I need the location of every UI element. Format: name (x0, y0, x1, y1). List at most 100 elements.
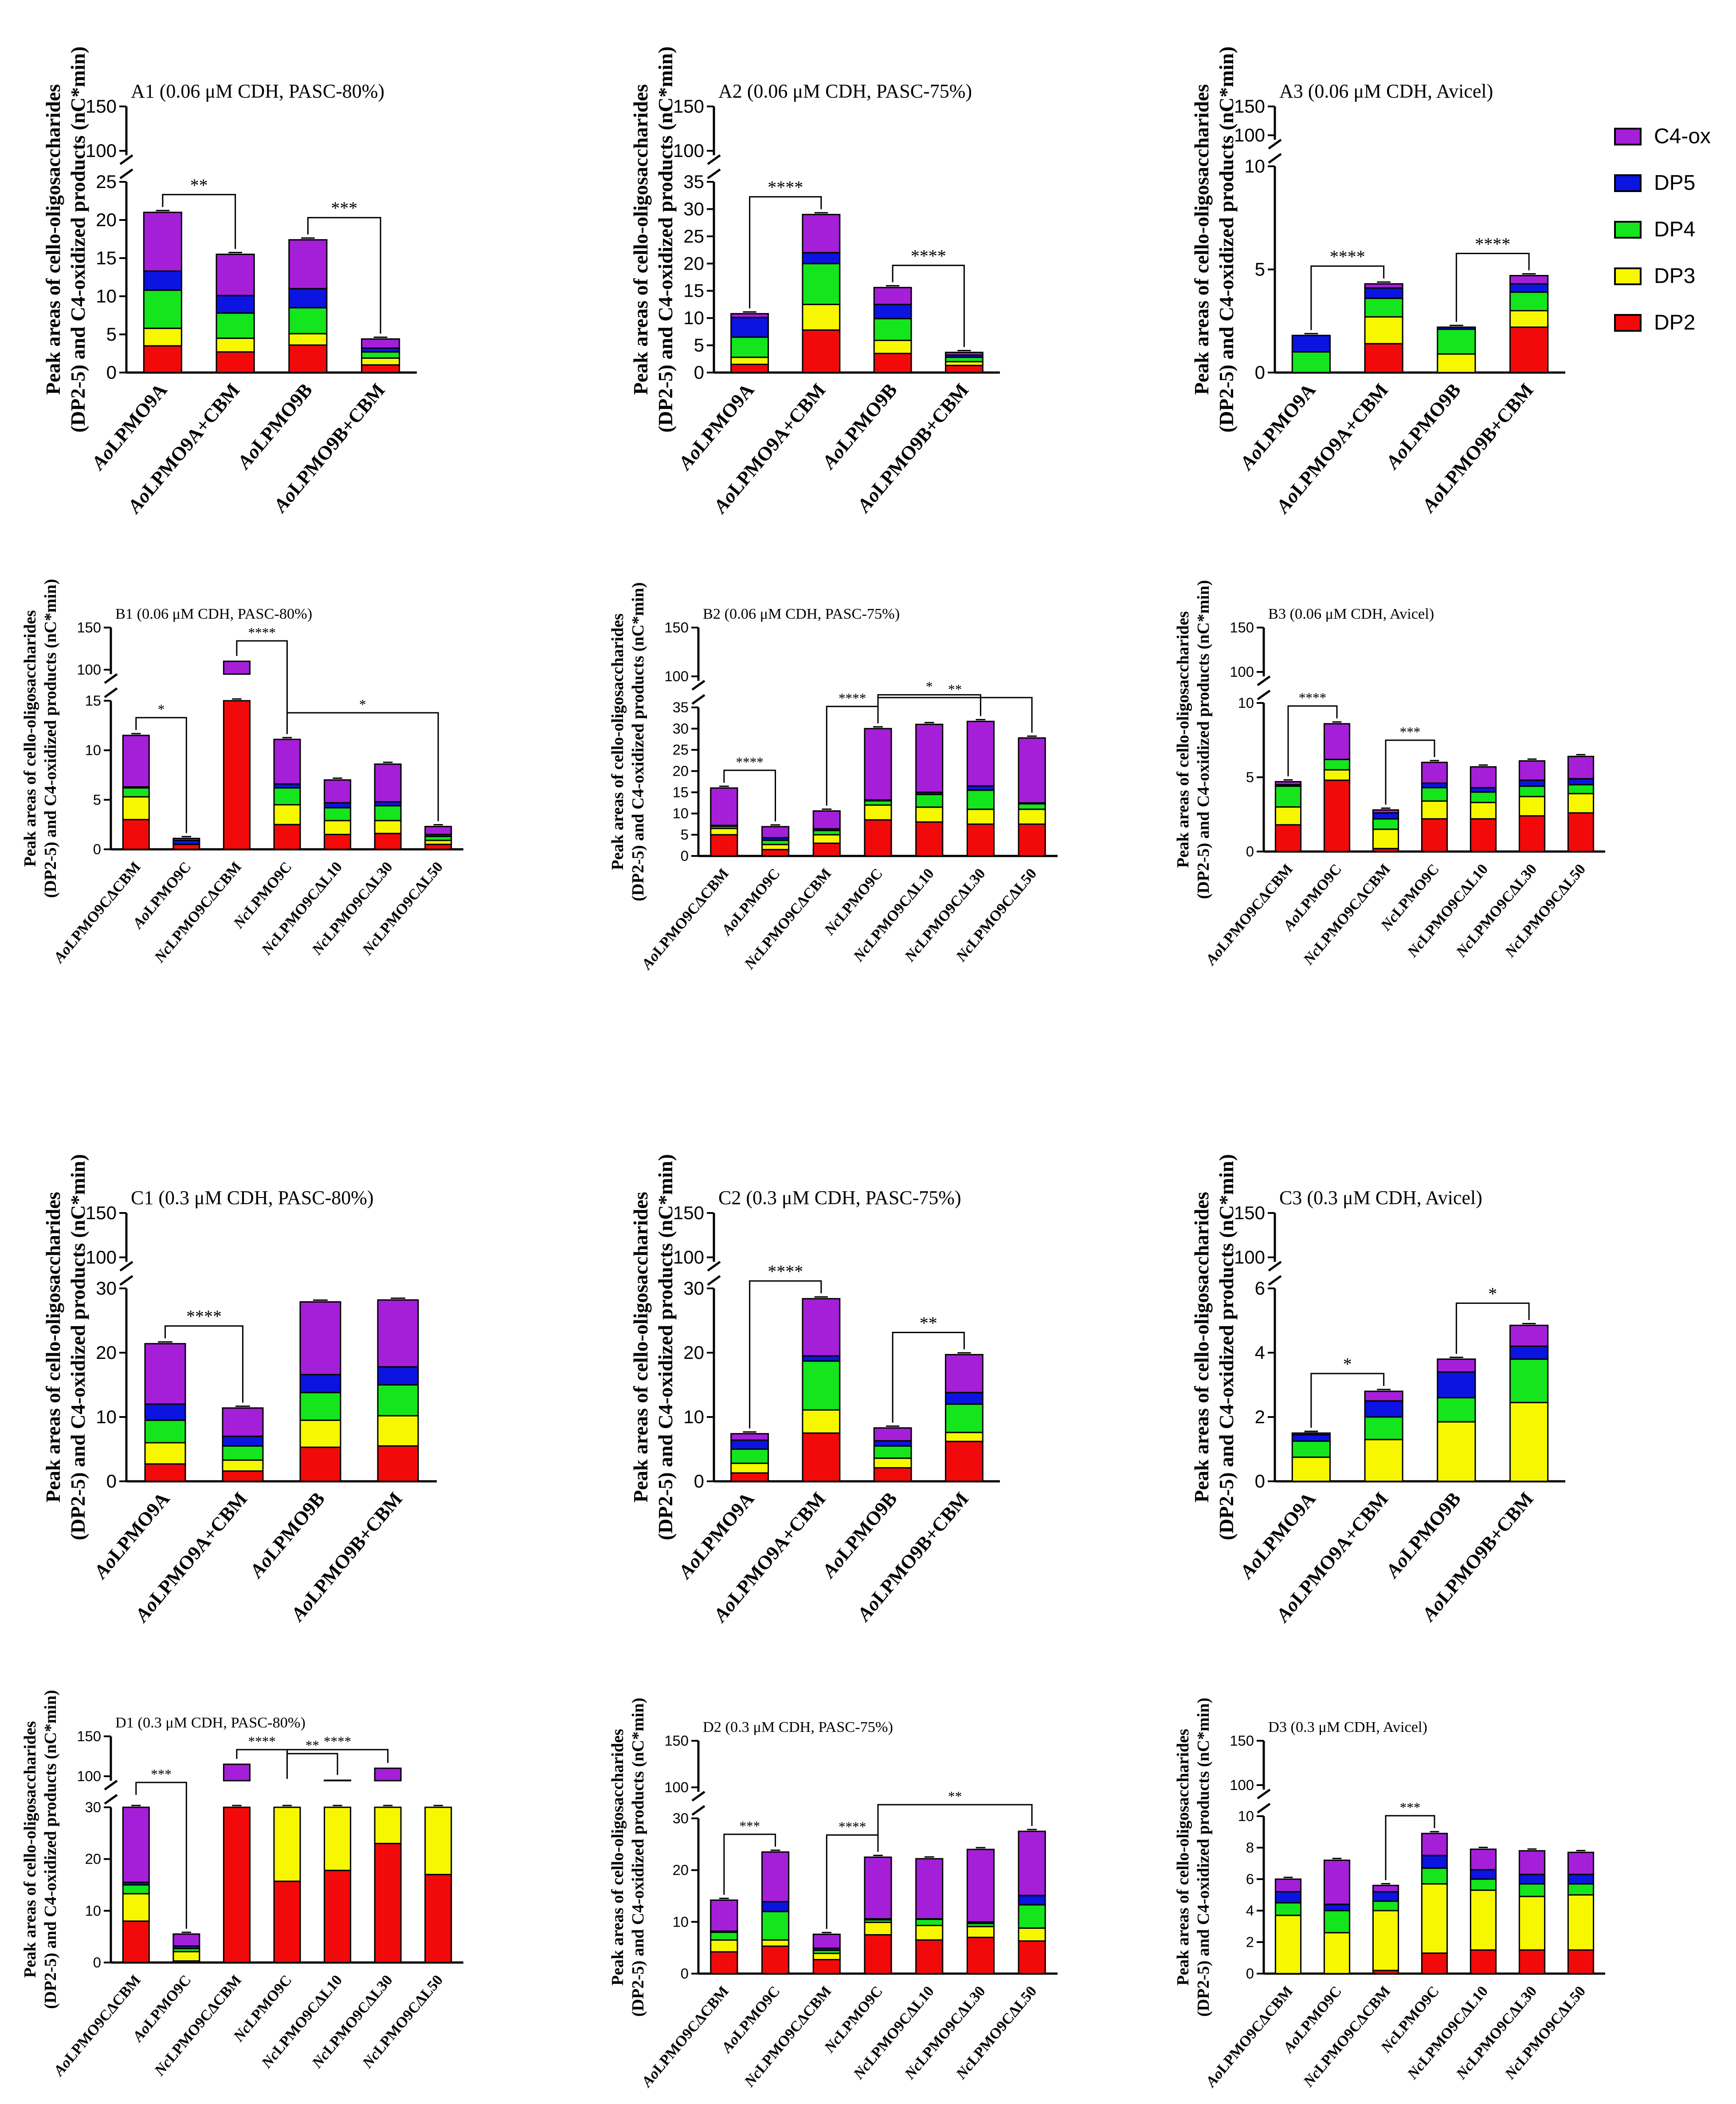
bar-segment-dp2 (374, 832, 402, 850)
bar-segment-dp5 (1372, 1891, 1399, 1902)
bar-segment-dp3 (273, 804, 301, 825)
significance-label: **** (248, 1734, 276, 1749)
bar-segment-dp4 (1470, 791, 1497, 803)
bar-segment-dp5 (377, 1366, 419, 1386)
bar-segment-c4ox (172, 1933, 200, 1947)
chart-b3: B3 (0.06 μM CDH, Avicel) Peak areas of ce… (1174, 580, 1605, 969)
significance-label: **** (1299, 690, 1326, 706)
bar-segment-dp4 (1018, 1904, 1046, 1929)
y-tick-label: 25 (683, 226, 704, 247)
bar-segment-dp4 (1518, 1883, 1546, 1897)
y-tick-label: 30 (683, 1278, 704, 1299)
x-tick-label: NcLPMO9CΔCBM (151, 1972, 245, 2079)
bar-segment-c4ox (1567, 1852, 1595, 1875)
y-axis-label: Peak areas of cello-oligosaccharides (1174, 611, 1192, 868)
bar-segment-dp3 (1437, 1421, 1476, 1482)
bar-segment-dp3 (273, 1806, 301, 1882)
bar-segment-dp3 (122, 796, 150, 820)
significance-label: * (1343, 1354, 1352, 1374)
y-tick-label: 0 (93, 841, 101, 857)
bar-segment-dp5 (288, 288, 328, 309)
legend-label-dp5: DP5 (1654, 171, 1696, 195)
axis-break-mark (1268, 1260, 1282, 1286)
bar-segment-dp3 (143, 327, 182, 347)
x-tick-label-name: LPMO9A (104, 1488, 174, 1565)
bar-segment-dp2 (730, 364, 769, 373)
bar-segment-c4ox (1421, 762, 1448, 784)
bar-segment-dp3 (802, 303, 841, 331)
axis-break-mark (104, 1779, 118, 1805)
y-tick-label: 100 (664, 1779, 689, 1795)
bar-segment-dp4 (1372, 818, 1399, 830)
bar-segment-dp5 (1364, 287, 1403, 299)
bar-segment-dp2 (802, 329, 841, 373)
bar-segment-dp5 (1470, 787, 1497, 793)
bar-segment-dp3 (424, 1806, 452, 1876)
bar-segment-dp3 (1372, 828, 1399, 849)
significance-bracket (1310, 265, 1385, 330)
y-tick-label: 10 (1244, 156, 1265, 177)
bar-segment-dp3 (1470, 801, 1497, 820)
bar-segment-dp5 (144, 1403, 186, 1421)
x-tick-label-name: LPMO9C (1292, 1983, 1345, 2042)
bar-segment-dp4 (915, 793, 944, 808)
bar-segment-dp5 (1437, 1371, 1476, 1398)
y-tick-label: 15 (96, 247, 117, 268)
bar-segment-dp3 (864, 804, 892, 821)
bar-segment-dp3 (299, 1419, 341, 1448)
x-tick-label-name: LPMO9B (260, 1488, 329, 1564)
bar-segment-c4ox (873, 1427, 912, 1442)
y-tick-label: 100 (1230, 663, 1254, 680)
bar-segment-dp2 (1421, 1952, 1448, 1974)
bar-segment-dp2 (864, 1934, 892, 1974)
bar-segment-dp4 (324, 807, 352, 821)
bar-segment-dp2 (122, 1920, 150, 1963)
y-tick-label: 20 (96, 1342, 117, 1363)
bar-segment-dp3 (1372, 1910, 1399, 1971)
significance-label: * (359, 697, 366, 712)
bar-segment-dp4 (1518, 785, 1546, 797)
y-tick-label: 100 (673, 1247, 704, 1268)
significance-label: ** (306, 1738, 319, 1753)
bar-segment-dp3 (374, 1806, 402, 1845)
significance-bracket (286, 1753, 338, 1779)
axis-break-mark (691, 679, 705, 705)
bar-segment-dp5 (1372, 812, 1399, 820)
bar-segment-dp4 (1274, 1902, 1302, 1916)
chart-title: B2 (0.06 μM CDH, PASC-75%) (703, 605, 900, 622)
bar-segment-dp2 (361, 364, 400, 373)
axis-break-mark (1268, 138, 1282, 164)
y-tick-label: 150 (673, 1202, 704, 1223)
bar-segment-c4ox (424, 826, 452, 835)
legend-swatch-dp2 (1614, 314, 1642, 332)
chart-title: B3 (0.06 μM CDH, Avicel) (1268, 605, 1434, 622)
y-axis-label: Peak areas of cello-oligosaccharides (21, 1721, 39, 1978)
chart-title: C3 (0.3 μM CDH, Avicel) (1279, 1187, 1482, 1209)
bar-segment-c4ox (915, 723, 944, 793)
bar-segment-dp2 (1509, 326, 1549, 373)
significance-bracket (723, 769, 776, 821)
bar-segment-c4ox (710, 787, 738, 826)
bar-segment-c4ox (324, 779, 352, 804)
significance-label: **** (1330, 247, 1365, 267)
x-tick-label-name: LPMO9B (248, 379, 317, 455)
significance-bracket (286, 1749, 389, 1779)
bar-segment-dp5 (802, 252, 841, 264)
bar-segment-dp2 (1470, 1949, 1497, 1974)
bar-segment-c4ox (1364, 283, 1403, 289)
y-tick-label: 15 (683, 280, 704, 301)
bar-segment-dp4 (299, 1392, 341, 1421)
y-tick-label: 10 (85, 1902, 101, 1919)
bar-segment-dp2 (324, 1869, 352, 1963)
y-axis-label: (DP2-5) and C4-oxidized products (nC*min… (1215, 47, 1238, 433)
significance-label: **** (736, 754, 764, 770)
y-axis-label: (DP2-5) and C4-oxidized products (nC*min… (654, 47, 677, 433)
bar-segment-dp3 (812, 834, 841, 844)
bar-segment-dp2 (172, 844, 200, 850)
bar-segment-dp3 (730, 1462, 769, 1474)
bar-segment-dp5 (1470, 1869, 1497, 1880)
y-tick-label: 0 (681, 848, 689, 864)
bar-segment-dp3 (761, 844, 790, 851)
y-axis-label: (DP2-5) and C4-oxidized products (nC*min… (629, 582, 647, 901)
bar-segment-dp2 (802, 1432, 841, 1482)
